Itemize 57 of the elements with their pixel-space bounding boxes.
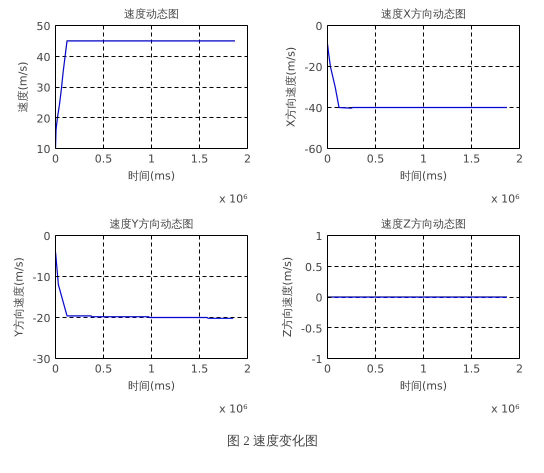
y-tick-label: -20: [32, 312, 50, 325]
y-tick-label: -0.5: [301, 322, 323, 336]
y-tick-label: 10: [36, 143, 51, 156]
x-tick-label: 0.5: [94, 362, 112, 376]
x-axis-title: 时间(ms): [400, 170, 448, 182]
x-tick-label: 0: [52, 152, 59, 166]
y-tick-label: -20: [304, 61, 322, 74]
y-tick-label: 50: [36, 20, 51, 33]
y-axis-title: Z方向速度(m/s): [281, 256, 294, 338]
chart-title: 速度X方向动态图: [381, 8, 466, 20]
x-tick-label: 0.5: [94, 152, 112, 166]
y-axis-title: 速度(m/s): [16, 62, 30, 112]
y-tick-label: 30: [36, 82, 51, 94]
line-series: [328, 43, 508, 109]
y-tick-label: 0: [316, 292, 322, 304]
y-tick-label: 0: [44, 230, 50, 243]
chart-title: 速度动态图: [124, 8, 179, 20]
x-tick-label: 0: [324, 362, 331, 376]
x-tick-label: 2: [244, 152, 251, 166]
x-axis-title: 时间(ms): [128, 170, 176, 182]
y-tick-label: -10: [32, 271, 50, 284]
y-tick-label: 0: [316, 20, 322, 33]
x-tick-label: 0: [324, 152, 331, 166]
x-tick-label: 1.5: [190, 152, 208, 166]
x-tick-label: 0.5: [366, 362, 384, 376]
x-tick-label: 2: [516, 152, 523, 166]
x-axis-title: 时间(ms): [400, 380, 448, 392]
y-tick-label: -1: [312, 353, 322, 366]
x-tick-label: 1: [420, 362, 427, 376]
text: x 10⁶: [219, 402, 248, 416]
y-tick-label: 1: [316, 230, 322, 243]
text: x 10⁶: [491, 402, 520, 416]
x-tick-label: 1: [148, 362, 155, 376]
x-tick-label: 2: [516, 362, 523, 376]
x-tick-label: 1: [420, 152, 427, 166]
chart-title: 速度Z方向动态图: [381, 218, 466, 230]
text: x 10⁶: [219, 192, 248, 206]
y-tick-label: -40: [304, 102, 322, 115]
x-tick-label: 1: [148, 152, 155, 166]
x-tick-label: 2: [244, 362, 251, 376]
text: x 10⁶: [491, 192, 520, 206]
x-axis-title: 时间(ms): [128, 380, 176, 392]
y-tick-label: 20: [36, 112, 51, 126]
caption: 图 2 速度变化图: [227, 433, 318, 448]
x-tick-label: 1.5: [462, 152, 480, 166]
x-tick-label: 1.5: [462, 362, 480, 376]
y-tick-label: -60: [304, 143, 322, 156]
x-tick-label: 0: [52, 362, 59, 376]
y-tick-label: 40: [36, 50, 51, 64]
y-axis-title: Y方向速度(m/s): [12, 257, 26, 338]
line-series: [56, 251, 234, 319]
x-tick-label: 0.5: [366, 152, 384, 166]
x-tick-label: 1.5: [190, 362, 208, 376]
y-tick-label: 0.5: [305, 260, 323, 274]
y-axis-title: X方向速度(m/s): [284, 46, 298, 128]
chart-title: 速度Y方向动态图: [110, 218, 194, 230]
y-tick-label: -30: [32, 353, 50, 366]
